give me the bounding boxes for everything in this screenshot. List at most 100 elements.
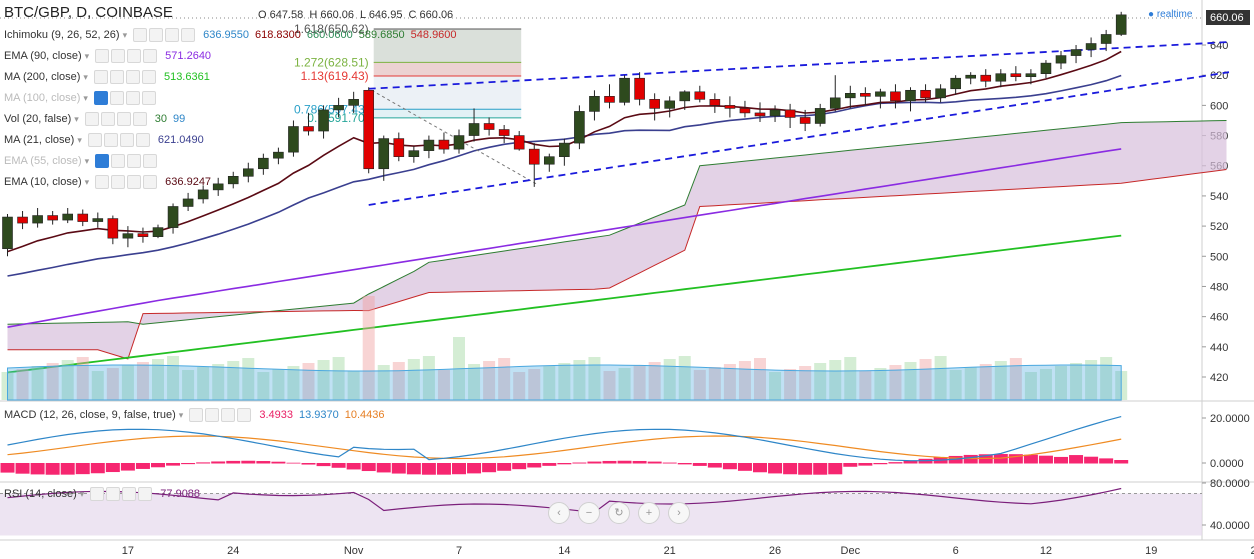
dropdown-caret-icon[interactable]: ▾: [84, 51, 90, 61]
candle-body: [468, 123, 480, 136]
close-icon[interactable]: [181, 28, 196, 43]
visibility-icon[interactable]: [93, 70, 108, 85]
macd-histogram-bar: [436, 463, 451, 475]
scroll-left-icon[interactable]: ‹: [548, 502, 570, 524]
close-icon[interactable]: [143, 154, 158, 169]
indicator-row[interactable]: Vol (20, false) ▾ 30 99: [4, 112, 185, 127]
volume-bar: [1024, 372, 1037, 400]
volume-bar: [633, 365, 646, 400]
settings-icon[interactable]: [189, 408, 204, 423]
candle-body: [559, 142, 570, 157]
close-icon[interactable]: [143, 49, 158, 64]
zoom-in-icon[interactable]: +: [638, 502, 660, 524]
visibility-icon[interactable]: [95, 49, 110, 64]
settings-icon[interactable]: [90, 487, 105, 502]
indicator-title: EMA (10, close): [4, 176, 82, 188]
time-tick-label: 14: [558, 545, 570, 557]
close-icon[interactable]: [221, 408, 236, 423]
price-tick-label: 500: [1210, 251, 1228, 263]
add-icon[interactable]: [205, 408, 220, 423]
add-icon[interactable]: [125, 70, 140, 85]
macd-histogram-bar: [903, 460, 918, 464]
dropdown-caret-icon[interactable]: ▾: [84, 156, 90, 166]
scroll-right-icon[interactable]: ›: [668, 502, 690, 524]
add-icon[interactable]: [127, 49, 142, 64]
volume-bar: [212, 364, 225, 400]
dropdown-caret-icon[interactable]: ▾: [83, 93, 88, 103]
indicator-row[interactable]: EMA (10, close) ▾ 636.9247: [4, 175, 211, 190]
indicator-row[interactable]: MA (21, close) ▾ 621.0490: [4, 133, 204, 148]
volume-bar: [889, 365, 902, 400]
macd-histogram-bar: [45, 463, 60, 475]
candle-body: [243, 168, 254, 177]
close-icon[interactable]: [141, 70, 156, 85]
dropdown-caret-icon[interactable]: ▾: [122, 30, 128, 40]
volume-bar: [1085, 360, 1098, 400]
volume-bar: [227, 361, 240, 400]
zoom-out-icon[interactable]: −: [578, 502, 600, 524]
settings-icon[interactable]: [100, 112, 115, 127]
pane-legend[interactable]: RSI (14, close) ▾ 77.9088: [4, 487, 200, 502]
settings-icon[interactable]: [149, 28, 164, 43]
close-icon[interactable]: [135, 133, 150, 148]
dropdown-caret-icon[interactable]: ▾: [84, 177, 90, 187]
macd-histogram-bar: [557, 463, 572, 465]
settings-icon[interactable]: [109, 70, 124, 85]
add-icon[interactable]: [119, 133, 134, 148]
indicator-row[interactable]: EMA (90, close) ▾ 571.2640: [4, 49, 211, 64]
candle-body: [483, 123, 495, 130]
pane-legend[interactable]: MACD (12, 26, close, 9, false, true) ▾ 3.4…: [4, 408, 385, 423]
add-icon[interactable]: [127, 175, 142, 190]
close-icon[interactable]: [132, 112, 147, 127]
settings-icon[interactable]: [111, 175, 126, 190]
indicator-row[interactable]: EMA (55, close) ▾: [4, 154, 159, 169]
volume-bar: [513, 372, 526, 400]
close-icon[interactable]: [122, 487, 137, 502]
visibility-icon[interactable]: [93, 91, 108, 106]
add-icon[interactable]: [125, 91, 140, 106]
indicator-buttons: [87, 133, 152, 148]
volume-bar: [528, 369, 541, 400]
add-icon[interactable]: [127, 154, 142, 169]
candle-body: [77, 213, 89, 222]
add-icon[interactable]: [165, 28, 180, 43]
settings-icon[interactable]: [111, 49, 126, 64]
fib-level-label: 1.272(628.51): [294, 55, 369, 69]
settings-icon[interactable]: [103, 133, 118, 148]
close-icon[interactable]: [143, 175, 158, 190]
high-value: H 660.06: [309, 9, 354, 21]
settings-icon[interactable]: [109, 91, 124, 106]
dropdown-caret-icon[interactable]: ▾: [79, 489, 85, 499]
visibility-icon[interactable]: [84, 112, 99, 127]
candle-body: [935, 88, 946, 99]
volume-bar: [1070, 363, 1083, 400]
dropdown-caret-icon[interactable]: ▾: [178, 410, 184, 420]
add-icon[interactable]: [106, 487, 121, 502]
volume-bar: [769, 372, 782, 400]
symbol-title[interactable]: BTC/GBP, D, COINBASE: [4, 4, 173, 21]
close-icon[interactable]: [141, 91, 156, 106]
visibility-icon[interactable]: [95, 175, 110, 190]
dropdown-caret-icon[interactable]: ▾: [83, 72, 88, 82]
indicator-row[interactable]: MA (200, close) ▾ 513.6361: [4, 70, 210, 85]
dropdown-caret-icon[interactable]: ▾: [77, 135, 82, 145]
more-icon[interactable]: [138, 487, 153, 502]
candle-body: [574, 111, 585, 144]
macd-histogram-bar: [1069, 455, 1084, 464]
visibility-icon[interactable]: [95, 154, 110, 169]
visibility-icon[interactable]: [87, 133, 102, 148]
settings-icon[interactable]: [111, 154, 126, 169]
macd-histogram-bar: [120, 463, 135, 471]
indicator-row[interactable]: MA (100, close) ▾: [4, 91, 158, 106]
volume-bar: [814, 363, 827, 400]
volume-bar: [754, 358, 766, 400]
fib-trend-line: [371, 89, 537, 185]
dropdown-caret-icon[interactable]: ▾: [74, 114, 79, 124]
indicator-row[interactable]: Ichimoku (9, 26, 52, 26) ▾ 636.9550 618.830…: [4, 28, 457, 43]
more-icon[interactable]: [237, 408, 252, 423]
reset-icon[interactable]: ↻: [608, 502, 630, 524]
add-icon[interactable]: [116, 112, 131, 127]
volume-bar: [498, 358, 511, 400]
visibility-icon[interactable]: [133, 28, 148, 43]
volume-bar: [182, 370, 195, 400]
